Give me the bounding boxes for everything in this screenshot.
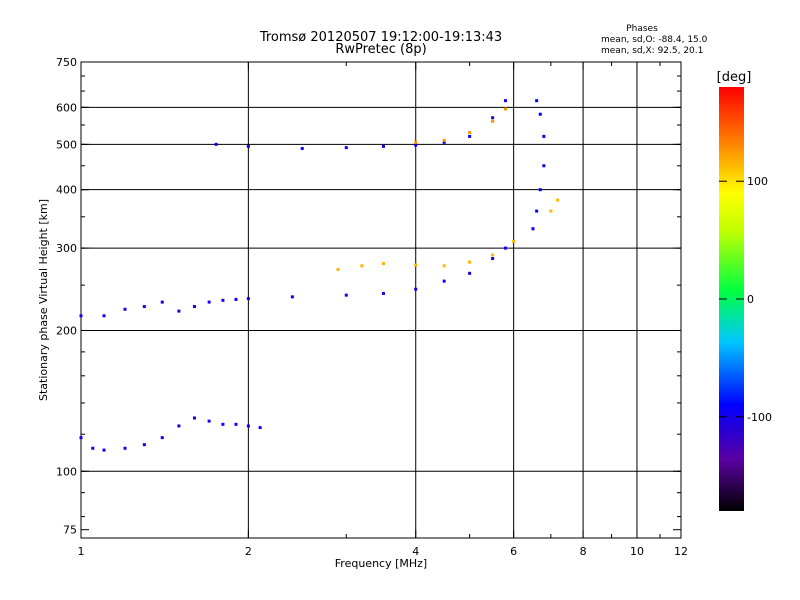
data-point (336, 268, 340, 272)
data-point (160, 436, 164, 440)
data-point (535, 209, 539, 213)
data-point (414, 263, 418, 267)
colorbar-tick-label: 0 (747, 293, 754, 306)
chart-title: Tromsø 20120507 19:12:00-19:13:43 (259, 30, 502, 45)
x-tick-label: 10 (630, 545, 644, 558)
data-point (468, 260, 472, 264)
data-point (102, 314, 106, 318)
colorbar-tick-label: 100 (747, 175, 768, 188)
data-point (79, 436, 83, 440)
data-point (221, 422, 225, 426)
data-point (214, 142, 218, 146)
data-point (538, 188, 542, 192)
data-point (491, 116, 495, 120)
data-point (468, 134, 472, 138)
data-point (542, 134, 546, 138)
colorbar-label: [deg] (717, 70, 752, 85)
data-point (290, 295, 294, 299)
plot-frame (80, 61, 682, 539)
data-point (221, 298, 225, 302)
data-point (468, 131, 472, 135)
y-tick-label: 100 (56, 465, 77, 478)
data-point (300, 146, 304, 150)
data-point (549, 209, 553, 213)
data-point (344, 146, 348, 150)
data-point (123, 446, 127, 450)
data-point (360, 264, 364, 268)
data-point (442, 279, 446, 283)
data-point (503, 246, 507, 250)
x-tick-label: 1 (78, 545, 85, 558)
data-point (442, 140, 446, 144)
y-tick-label: 600 (56, 101, 77, 114)
x-tick-label: 6 (510, 545, 517, 558)
data-point (246, 424, 250, 428)
x-tick-label: 4 (412, 545, 419, 558)
data-point (246, 144, 250, 148)
x-tick-label: 12 (674, 545, 688, 558)
data-point (123, 307, 127, 311)
data-point (79, 314, 83, 318)
y-axis-label: Stationary phase Virtual Height [km] (37, 199, 50, 401)
data-point (381, 262, 385, 266)
data-point (381, 144, 385, 148)
data-point (512, 239, 516, 243)
data-point (503, 107, 507, 111)
data-point (468, 271, 472, 275)
data-point (414, 140, 418, 144)
phases-heading: Phases (626, 24, 658, 34)
data-point (91, 446, 95, 450)
y-tick-label: 75 (63, 524, 77, 537)
data-point (192, 305, 196, 309)
data-point (207, 300, 211, 304)
data-point (381, 291, 385, 295)
grid (81, 62, 681, 538)
y-tick-label: 750 (56, 56, 77, 69)
phases-line-x: mean, sd,X: 92.5, 20.1 (601, 46, 703, 56)
y-axis-ticks: 75 100 200 300 400 500 600 750 (56, 56, 681, 537)
data-point (414, 287, 418, 291)
y-tick-label: 400 (56, 184, 77, 197)
data-point (142, 305, 146, 309)
x-axis-ticks: 1 2 4 6 8 10 12 (78, 62, 688, 558)
data-point (491, 257, 495, 261)
colorbar-tick-label: -100 (747, 411, 772, 424)
y-tick-label: 500 (56, 138, 77, 151)
data-point (234, 297, 238, 301)
data-point (491, 253, 495, 257)
x-tick-label: 2 (245, 545, 252, 558)
data-point (142, 443, 146, 447)
data-point (414, 143, 418, 147)
data-point (192, 416, 196, 420)
data-point (234, 422, 238, 426)
data-point (344, 293, 348, 297)
data-point (177, 424, 181, 428)
data-point (542, 164, 546, 168)
chart-subtitle: RwPretec (8p) (335, 42, 426, 57)
data-point (160, 300, 164, 304)
phases-line-o: mean, sd,O: -88.4, 15.0 (601, 35, 708, 45)
data-point (538, 112, 542, 116)
data-point (503, 99, 507, 103)
data-point (535, 99, 539, 103)
y-tick-label: 300 (56, 242, 77, 255)
y-tick-label: 200 (56, 324, 77, 337)
data-point (442, 138, 446, 142)
data-point (556, 198, 560, 202)
data-point (258, 426, 262, 430)
x-axis-label: Frequency [MHz] (335, 557, 427, 570)
data-point (102, 448, 106, 452)
data-point (246, 297, 250, 301)
x-tick-label: 8 (580, 545, 587, 558)
data-point (177, 309, 181, 313)
data-point (491, 119, 495, 123)
data-point (207, 419, 211, 423)
data-point (442, 264, 446, 268)
data-point (531, 227, 535, 231)
data-points (79, 99, 560, 452)
colorbar-ticks: 100 0 -100 (719, 175, 772, 424)
